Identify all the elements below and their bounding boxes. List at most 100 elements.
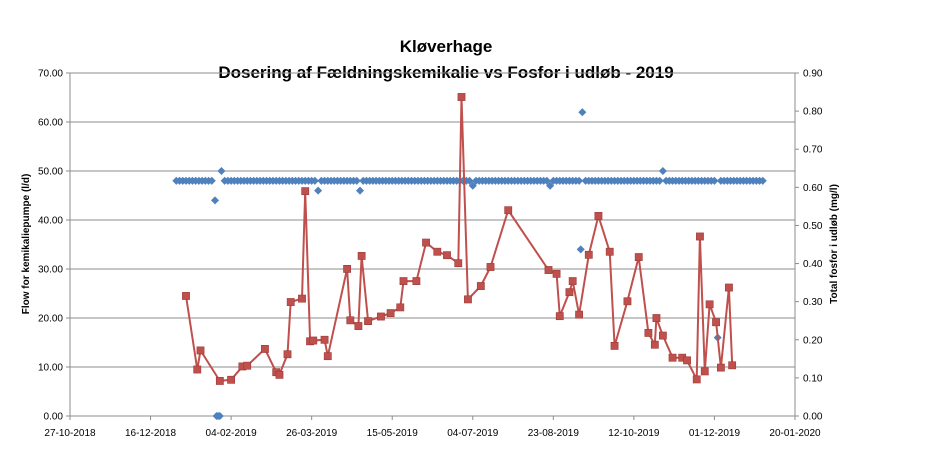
x-tick-label: 01-12-2019 (689, 428, 741, 439)
data-point (650, 340, 659, 349)
data-point (422, 238, 430, 247)
data-point (486, 263, 495, 271)
data-point (652, 314, 661, 322)
data-point (584, 250, 593, 259)
data-point (412, 277, 421, 285)
data-point (182, 292, 190, 300)
data-point (354, 322, 363, 330)
data-point (568, 277, 577, 285)
data-point (594, 212, 603, 220)
data-point (352, 176, 361, 185)
data-point (476, 282, 485, 290)
y-tick-label: 70.00 (38, 69, 63, 80)
data-point (457, 93, 466, 101)
data-point (710, 176, 719, 185)
data-point (716, 363, 725, 372)
y2-tick-label: 0.60 (803, 183, 823, 194)
x-tick-label: 23-08-2019 (528, 428, 580, 439)
data-point (355, 186, 365, 195)
y-tick-label: 10.00 (38, 363, 63, 374)
data-point (301, 187, 310, 196)
data-point (454, 259, 463, 268)
data-point (310, 176, 319, 185)
phosphorus-series (182, 93, 737, 385)
data-point (725, 283, 733, 292)
data-point (465, 176, 474, 185)
data-point (377, 312, 385, 321)
data-point (261, 345, 269, 353)
data-point (655, 176, 664, 185)
data-point (399, 277, 408, 285)
data-point (658, 331, 667, 340)
axes (66, 72, 799, 420)
y2-tick-label: 0.50 (803, 221, 823, 232)
plot-area (70, 73, 795, 416)
y2-tick-label: 0.30 (803, 297, 823, 308)
data-point (286, 298, 295, 306)
data-point (468, 181, 477, 190)
data-point (712, 318, 720, 327)
data-point (700, 367, 709, 376)
data-point (758, 176, 767, 185)
data-point (309, 336, 318, 345)
y2-axis-label: Total fosfor i udløb (mg/l) (829, 184, 840, 304)
data-point (386, 309, 395, 317)
data-point (443, 251, 451, 260)
data-point (346, 316, 355, 325)
data-point (504, 206, 513, 215)
data-point (396, 303, 405, 312)
data-point (343, 264, 352, 273)
y-tick-label: 40.00 (38, 216, 63, 227)
data-point (196, 346, 205, 355)
data-point (433, 247, 442, 256)
y2-tick-label: 0.70 (803, 145, 823, 156)
data-point (283, 350, 292, 359)
data-point (546, 181, 555, 190)
y-tick-label: 60.00 (38, 118, 63, 129)
data-point (610, 341, 619, 350)
y2-tick-label: 0.90 (803, 69, 823, 80)
x-tick-label: 04-07-2019 (447, 428, 499, 439)
data-point (668, 353, 677, 362)
data-point (578, 108, 587, 117)
data-point (728, 361, 737, 370)
data-point (605, 247, 614, 256)
data-point (298, 294, 306, 303)
data-point (215, 377, 224, 385)
y-tick-label: 30.00 (38, 265, 63, 276)
data-point (215, 411, 224, 421)
y2-tick-label: 0.20 (803, 335, 823, 346)
y-axis-label: Flow for kemikaliepumpe (l/d) (21, 174, 32, 315)
gridlines (70, 72, 795, 368)
chart-title-line-1: Kløverhage (400, 37, 493, 56)
data-point (705, 300, 714, 309)
data-point (623, 297, 632, 306)
data-point (464, 295, 472, 304)
data-point (692, 375, 701, 384)
data-point (210, 196, 220, 205)
data-point (227, 375, 236, 384)
data-point (193, 365, 202, 374)
data-point (314, 186, 323, 195)
data-point (634, 253, 643, 261)
data-point (364, 317, 372, 326)
data-point (275, 370, 284, 379)
data-point (552, 269, 561, 278)
y2-tick-label: 0.00 (803, 412, 823, 423)
series (172, 93, 767, 421)
data-point (696, 232, 704, 241)
x-tick-label: 26-03-2019 (286, 428, 338, 439)
data-point (217, 166, 226, 176)
data-point (555, 312, 564, 321)
data-point (575, 176, 584, 185)
y2-tick-label: 0.80 (803, 107, 823, 118)
x-tick-label: 12-10-2019 (608, 428, 660, 439)
data-point (576, 245, 585, 254)
data-point (565, 288, 574, 297)
x-tick-label: 04-02-2019 (206, 428, 258, 439)
y-tick-label: 0.00 (44, 412, 64, 423)
data-point (644, 329, 653, 337)
tick-labels: 0.00 10.00 20.00 30.00 40.00 50.00 60.00 70.00 0… (38, 69, 823, 440)
